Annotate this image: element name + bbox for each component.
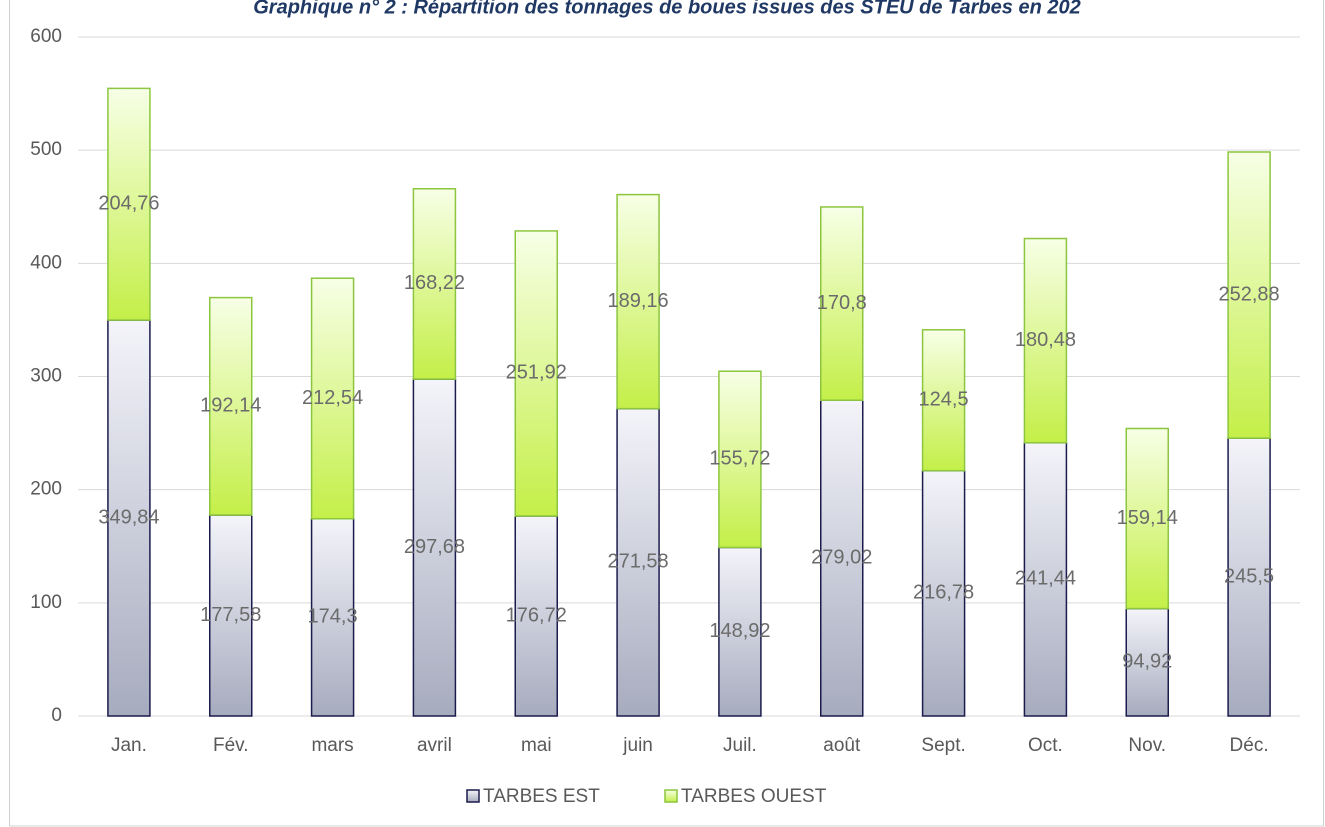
legend-swatch xyxy=(664,789,678,803)
data-label: 241,44 xyxy=(1015,568,1076,590)
data-label: 124,5 xyxy=(919,389,969,411)
data-label: 216,78 xyxy=(913,582,974,604)
x-tick-label: Fév. xyxy=(213,735,249,756)
y-tick-label: 300 xyxy=(30,366,62,387)
y-tick-label: 500 xyxy=(30,139,62,160)
bar-segment xyxy=(310,277,355,520)
bar-segment xyxy=(310,518,355,717)
bar-segment xyxy=(107,87,151,321)
x-tick-label: mai xyxy=(521,735,552,756)
data-label: 177,58 xyxy=(200,604,261,626)
data-label: 170,8 xyxy=(817,292,867,314)
x-tick-label: avril xyxy=(417,735,452,756)
bar-segment xyxy=(616,407,660,717)
legend-label: TARBES EST xyxy=(483,786,600,807)
bar-segment xyxy=(616,193,660,410)
data-label: 176,72 xyxy=(506,604,567,626)
x-tick-label: Sept. xyxy=(921,735,965,756)
bar-segment xyxy=(1125,607,1169,717)
data-label: 204,76 xyxy=(98,193,159,215)
x-tick-label: Nov. xyxy=(1128,735,1166,756)
x-tick-label: Juil. xyxy=(723,735,757,756)
chart-title: Graphique n° 2 : Répartition des tonnage… xyxy=(253,0,1080,18)
y-tick-label: 0 xyxy=(51,705,62,726)
data-label: 174,3 xyxy=(308,606,358,628)
bar-segment xyxy=(1023,237,1068,444)
bar-segment xyxy=(718,370,762,549)
data-label: 252,88 xyxy=(1218,283,1279,305)
data-label: 271,58 xyxy=(607,551,668,573)
data-label: 297,68 xyxy=(404,536,465,558)
y-tick-label: 100 xyxy=(30,592,62,613)
chart-border xyxy=(9,0,1324,827)
data-label: 245,5 xyxy=(1224,565,1274,587)
bar-segment xyxy=(1125,427,1169,610)
y-tick-label: 200 xyxy=(30,479,62,500)
data-label: 212,54 xyxy=(302,387,363,409)
y-tick-label: 400 xyxy=(30,252,62,273)
x-tick-label: juin xyxy=(622,735,653,756)
bar-segment xyxy=(1227,151,1271,439)
x-tick-label: mars xyxy=(311,735,353,756)
data-label: 159,14 xyxy=(1117,507,1178,529)
bar-segment xyxy=(209,514,253,717)
bar-segment xyxy=(514,515,558,717)
data-label: 94,92 xyxy=(1122,651,1172,673)
legend-swatch xyxy=(466,789,480,803)
data-label: 148,92 xyxy=(709,620,770,642)
bar-segment xyxy=(718,546,762,717)
bar-segment xyxy=(514,230,558,517)
data-label: 189,16 xyxy=(607,290,668,312)
y-tick-label: 600 xyxy=(30,26,62,47)
bar-segment xyxy=(209,296,253,516)
bar-segment xyxy=(412,188,457,380)
legend-label: TARBES OUEST xyxy=(681,786,827,807)
bar-segment xyxy=(107,319,151,717)
bar-segment xyxy=(921,329,966,472)
data-label: 168,22 xyxy=(404,272,465,294)
x-tick-label: Oct. xyxy=(1028,735,1063,756)
x-tick-label: août xyxy=(823,735,861,756)
bar-segment xyxy=(1023,442,1068,717)
data-label: 251,92 xyxy=(506,362,567,384)
data-label: 155,72 xyxy=(709,448,770,470)
data-label: 192,14 xyxy=(200,395,261,417)
x-tick-label: Déc. xyxy=(1230,735,1269,756)
x-tick-label: Jan. xyxy=(111,735,147,756)
bar-segment xyxy=(921,469,966,717)
data-label: 279,02 xyxy=(811,546,872,568)
bar-segment xyxy=(820,206,864,401)
data-label: 180,48 xyxy=(1015,329,1076,351)
bar-segment xyxy=(1227,437,1271,717)
data-label: 349,84 xyxy=(98,506,159,528)
